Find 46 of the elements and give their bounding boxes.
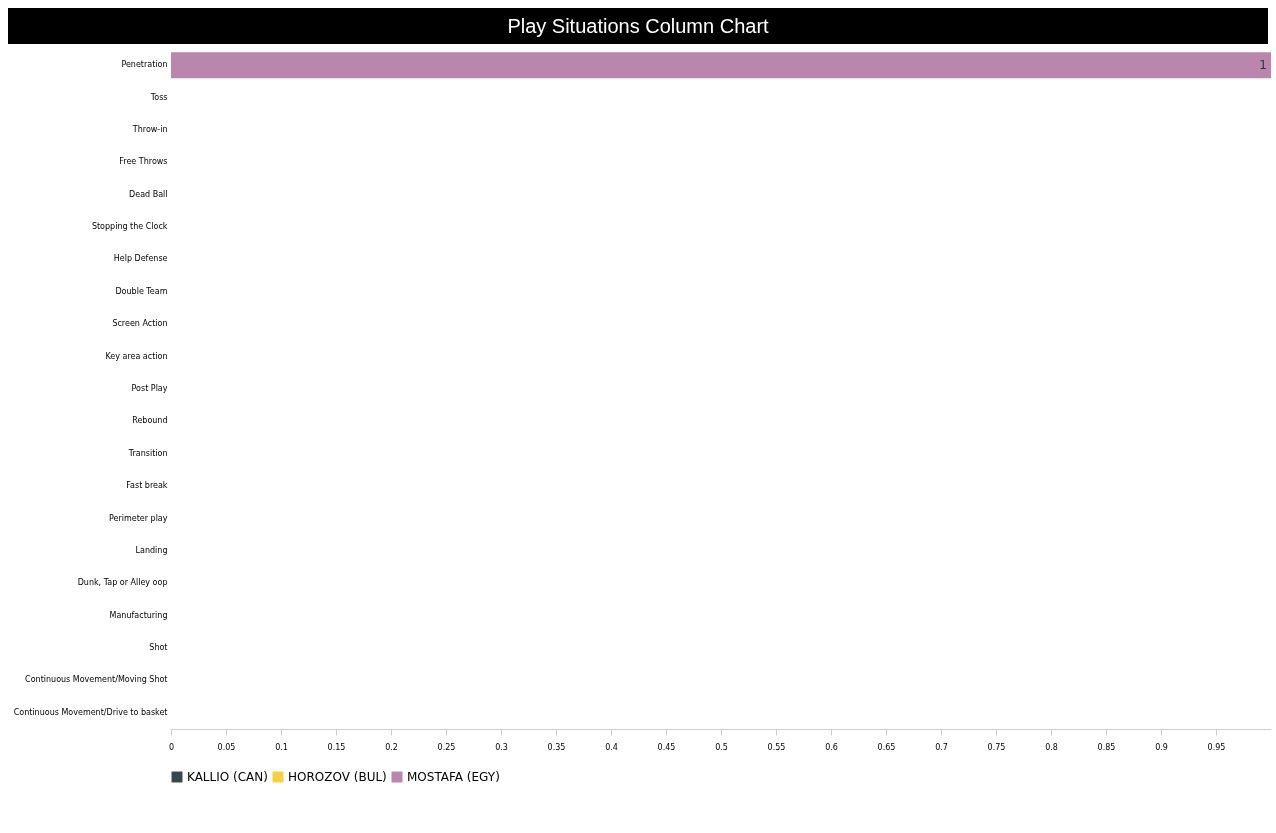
y-tick-label: Key area action xyxy=(105,351,168,361)
chart-title: Play Situations Column Chart xyxy=(8,8,1268,44)
y-tick-label: Manufacturing xyxy=(109,610,168,620)
x-tick-label: 0.25 xyxy=(437,742,456,752)
y-tick-label: Fast break xyxy=(126,481,168,491)
y-tick-label: Dead Ball xyxy=(129,189,168,199)
y-tick-label: Post Play xyxy=(131,384,168,393)
y-tick-label: Shot xyxy=(149,643,168,653)
y-tick-label: Stopping the Clock xyxy=(91,222,168,232)
x-tick-label: 0.1 xyxy=(275,742,288,752)
x-tick-label: 0.5 xyxy=(715,742,728,752)
x-tick-label: 0.15 xyxy=(327,742,346,752)
y-tick-label: Toss xyxy=(149,92,168,102)
y-tick-label: Perimeter play xyxy=(108,513,168,523)
x-tick-label: 0.3 xyxy=(495,742,508,752)
legend-label: KALLIO (CAN) xyxy=(187,770,268,784)
data-label: 1 xyxy=(1259,58,1267,73)
x-tick-label: 0.95 xyxy=(1207,742,1226,752)
y-tick-label: Free Throws xyxy=(119,157,168,167)
legend-label: MOSTAFA (EGY) xyxy=(407,770,500,784)
y-tick-label: Dunk, Tap or Alley oop xyxy=(77,578,168,588)
x-tick-label: 0.35 xyxy=(547,742,566,752)
y-tick-label: Rebound xyxy=(132,416,168,426)
y-tick-label: Double Team xyxy=(115,286,168,296)
y-tick-label: Continuous Movement/Moving Shot xyxy=(25,675,168,685)
y-tick-label: Screen Action xyxy=(112,319,168,329)
legend-label: HOROZOV (BUL) xyxy=(288,770,387,784)
x-tick-label: 0.7 xyxy=(935,742,948,752)
y-tick-label: Help Defense xyxy=(113,254,168,264)
y-tick-label: Transition xyxy=(127,448,168,458)
x-tick-label: 0.6 xyxy=(825,742,838,752)
y-tick-label: Penetration xyxy=(121,60,168,70)
x-tick-label: 0.85 xyxy=(1097,742,1116,752)
x-tick-label: 0.4 xyxy=(605,742,618,752)
x-tick-label: 0.55 xyxy=(767,742,786,752)
x-tick-label: 0.05 xyxy=(217,742,236,752)
y-tick-label: Continuous Movement/Drive to basket xyxy=(13,707,168,717)
x-tick-label: 0 xyxy=(168,742,175,752)
x-tick-label: 0.8 xyxy=(1045,742,1058,752)
x-tick-label: 0.9 xyxy=(1155,742,1168,752)
y-tick-label: Throw-in xyxy=(131,124,168,134)
x-tick-label: 0.65 xyxy=(877,742,896,752)
x-tick-label: 0.75 xyxy=(987,742,1006,752)
x-tick-label: 0.45 xyxy=(657,742,676,752)
x-tick-label: 0.2 xyxy=(385,742,398,752)
y-tick-label: Landing xyxy=(135,545,168,555)
